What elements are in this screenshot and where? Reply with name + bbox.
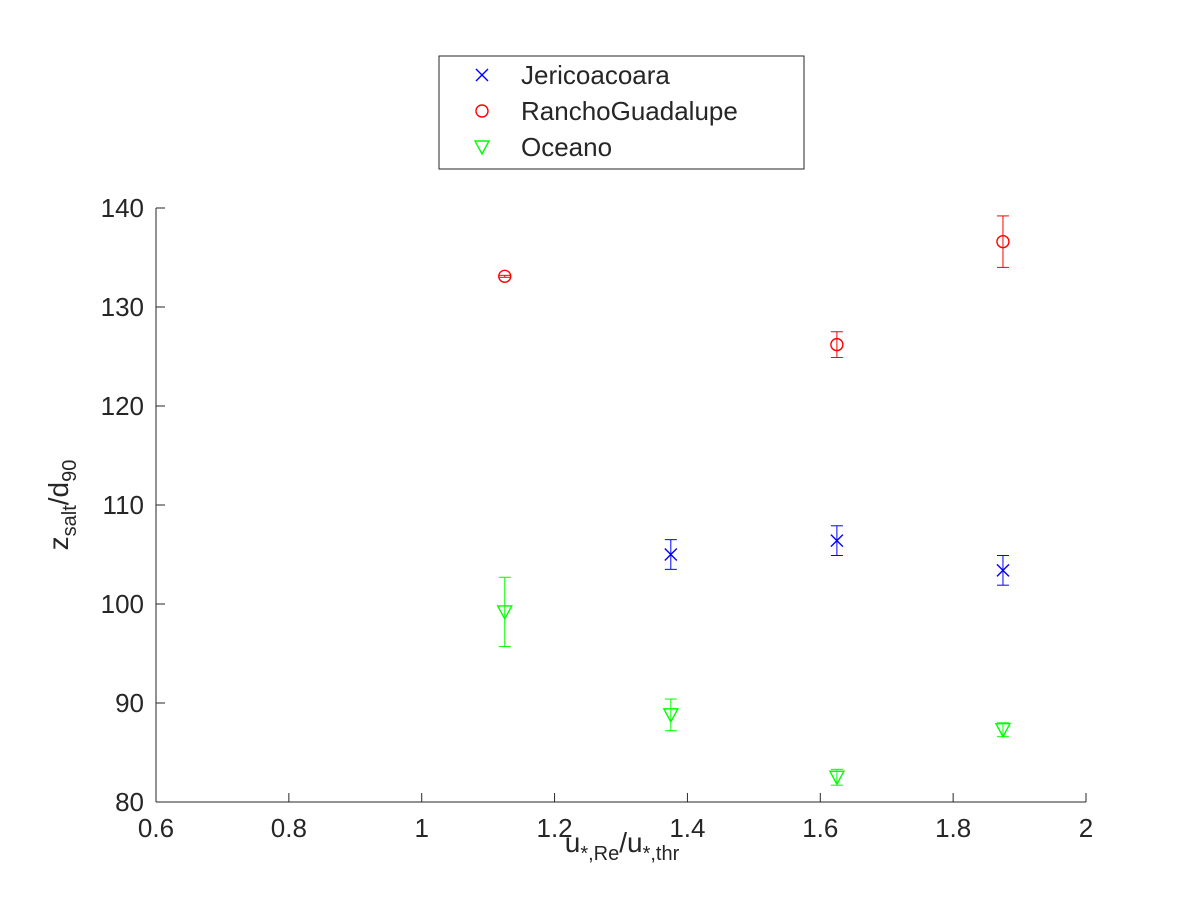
data-point	[828, 770, 846, 786]
y-axis-label: zsalt/d90	[43, 460, 81, 551]
y-tick-label: 140	[101, 193, 144, 223]
x-axis-label-sub1: *,Re	[580, 843, 619, 865]
x-tick-label: 1	[414, 813, 428, 843]
y-axis-label-base: z	[43, 536, 74, 550]
data-point	[830, 337, 844, 352]
x-axis: 0.6 0.8 1 1.2 1.4 1.6 1.8 2	[138, 793, 1093, 843]
legend-marker	[475, 68, 489, 82]
y-tick-label: 80	[115, 787, 144, 817]
y-tick-label: 90	[115, 688, 144, 718]
data-point	[662, 708, 679, 724]
error-bar	[498, 274, 511, 278]
series-ranchoguadalupe	[498, 215, 1010, 358]
x-tick-label: 0.8	[271, 813, 307, 843]
legend-item-oceano: Oceano	[473, 132, 612, 162]
x-tick-label: 1.4	[669, 813, 705, 843]
series-jericoacoara	[664, 525, 1010, 586]
data-point	[830, 534, 844, 548]
plot-area	[155, 208, 1086, 803]
legend-label: Oceano	[521, 132, 612, 162]
series-layer	[496, 215, 1012, 786]
x-axis-label-sub2: *,thr	[643, 843, 680, 865]
data-point	[496, 605, 513, 621]
y-tick-label: 130	[101, 292, 144, 322]
legend-label: Jericoacoara	[521, 60, 670, 90]
legend-item-jericoacoara: Jericoacoara	[475, 60, 670, 90]
x-axis-label: u*,Re/u*,thr	[565, 827, 680, 865]
legend: Jericoacoara RanchoGuadalupe Oceano	[438, 55, 805, 170]
legend-label: RanchoGuadalupe	[521, 96, 738, 126]
data-point	[996, 234, 1010, 249]
y-axis-label-sub1: salt	[59, 505, 81, 537]
x-tick-label: 2	[1079, 813, 1093, 843]
data-point	[994, 723, 1012, 739]
legend-marker	[473, 140, 491, 156]
legend-box	[438, 55, 805, 170]
x-tick-label: 0.6	[138, 813, 174, 843]
error-bar	[664, 698, 677, 732]
x-axis-label-mid: /u	[619, 827, 642, 858]
error-bar	[830, 331, 843, 358]
y-tick-label: 110	[103, 490, 144, 520]
x-tick-label: 1.6	[802, 813, 838, 843]
x-tick-label: 1.8	[935, 813, 971, 843]
error-bar	[996, 215, 1009, 268]
error-bar	[498, 576, 511, 648]
legend-marker	[475, 104, 489, 118]
legend-item-ranchoguadalupe: RanchoGuadalupe	[475, 96, 738, 126]
y-axis: 80 90 100 110 120 130 140	[101, 193, 165, 817]
y-tick-label: 120	[101, 391, 144, 421]
data-point	[996, 563, 1010, 577]
x-tick-label: 1.2	[536, 813, 572, 843]
data-point	[498, 269, 512, 284]
y-axis-label-mid: /d	[43, 482, 74, 505]
y-axis-label-sub2: 90	[59, 460, 81, 482]
x-axis-label-base: u	[565, 827, 581, 858]
series-oceano	[496, 576, 1012, 786]
y-tick-label: 100	[101, 589, 144, 619]
data-point	[664, 548, 678, 561]
